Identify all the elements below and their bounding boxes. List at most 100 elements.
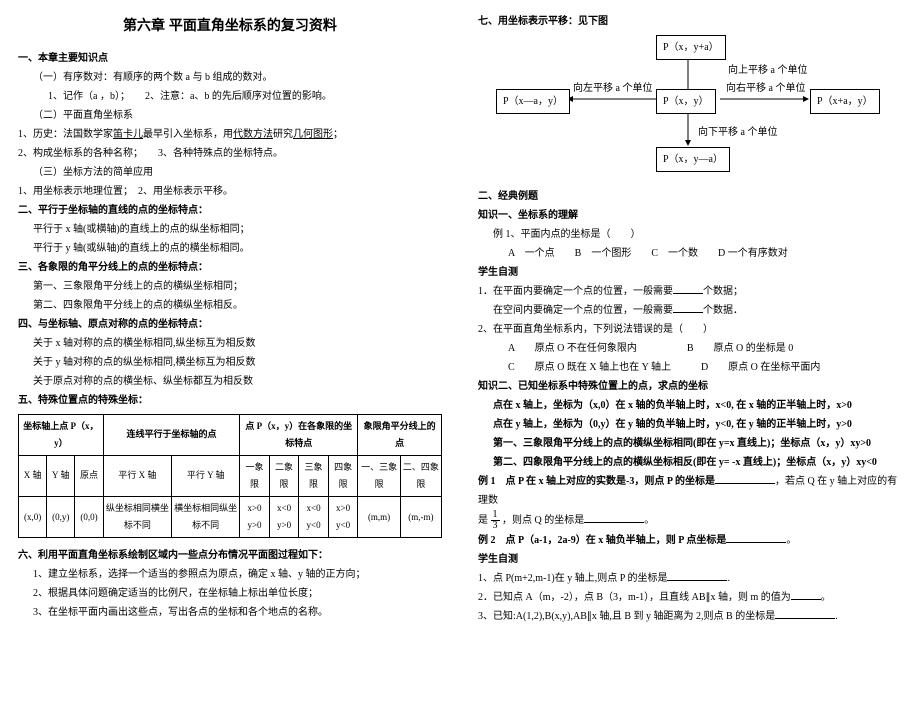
blank-field — [715, 475, 775, 484]
table-cell: x>0 y>0 — [240, 496, 270, 537]
text: 是 — [478, 515, 488, 526]
section-6-head: 六、利用平面直角坐标系绘制区域内一些点分布情况平面图过程如下： — [18, 546, 442, 565]
section-examples-head: 二、经典例题 — [478, 187, 902, 206]
text: 3、已知:A(1,2),B(x,y),AB∥x 轴,且 B 到 y 轴距离为 2… — [478, 611, 775, 622]
table-header: 点 P（x，y）在各象限的坐标特点 — [240, 414, 358, 455]
page-title: 第六章 平面直角坐标系的复习资料 — [18, 12, 442, 39]
blank-field — [667, 572, 727, 581]
point-rule-2: 点在 y 轴上，坐标为（0,y）在 y 轴的负半轴上时，y<0, 在 y 轴的正… — [478, 415, 902, 434]
self-test-2a: A 原点 O 不在任何象限内 B 原点 O 的坐标是 0 — [478, 339, 902, 358]
table-cell: Y 轴 — [47, 455, 75, 496]
table-cell: (m,-m) — [400, 496, 441, 537]
table-cell: x<0 y>0 — [269, 496, 299, 537]
knowledge-1-head: 知识一、坐标系的理解 — [478, 206, 902, 225]
table-header: 象限角平分线上的点 — [358, 414, 442, 455]
table-cell: 四象限 — [328, 455, 358, 496]
section-5-head: 五、特殊位置点的特殊坐标： — [18, 391, 442, 410]
node-top: P（x，y+a） — [656, 35, 726, 60]
example-k2-1: 例 1 点 P 在 x 轴上对应的实数是-3，则点 P 的坐标是，若点 Q 在 … — [478, 472, 902, 510]
line: （三）坐标方法的简单应用 — [18, 163, 442, 182]
example-1-options: A 一个点 B 一个图形 C 一个数 D 一个有序数对 — [478, 244, 902, 263]
underline-text: 笛卡儿 — [113, 129, 143, 140]
table-cell: 平行 Y 轴 — [172, 455, 240, 496]
table-cell: (m,m) — [358, 496, 400, 537]
table-header: 坐标轴上点 P（x，y） — [19, 414, 104, 455]
section-7-head: 七、用坐标表示平移：见下图 — [478, 12, 902, 31]
blank-field — [673, 285, 703, 294]
table-cell: x<0 y<0 — [299, 496, 329, 537]
text: 例 1 点 P 在 x 轴上对应的实数是-3，则点 P 的坐标是 — [478, 476, 715, 487]
line: 关于原点对称的点的横坐标、纵坐标都互为相反数 — [18, 372, 442, 391]
text: . — [727, 573, 730, 584]
section-2-head: 二、平行于坐标轴的直线的点的坐标特点： — [18, 201, 442, 220]
table-cell: 二象限 — [269, 455, 299, 496]
line: （一）有序数对：有顺序的两个数 a 与 b 组成的数对。 — [18, 68, 442, 87]
self-test-head: 学生自测 — [478, 263, 902, 282]
table-cell: 一、三象限 — [358, 455, 400, 496]
line: 第二、四象限角平分线上的点的横纵坐标相反。 — [18, 296, 442, 315]
table-cell: 三象限 — [299, 455, 329, 496]
translation-diagram: P（x，y+a） P（x—a，y） P（x，y） P（x+a，y） P（x，y—… — [478, 31, 898, 181]
line: 3、在坐标平面内画出这些点，写出各点的坐标和各个地点的名称。 — [18, 603, 442, 622]
section-4-head: 四、与坐标轴、原点对称的点的坐标特点： — [18, 315, 442, 334]
text: 研究 — [273, 129, 293, 140]
table-cell: (x,0) — [19, 496, 47, 537]
line: 关于 x 轴对称的点的横坐标相同,纵坐标互为相反数 — [18, 334, 442, 353]
test-item-2: 2．已知点 A（m，-2），点 B（3，m-1），且直线 AB∥x 轴，则 m … — [478, 588, 902, 607]
section-1-head: 一、本章主要知识点 — [18, 49, 442, 68]
text: ，则点 Q 的坐标是 — [502, 515, 584, 526]
text: 例 2 点 P（a-1，2a-9）在 x 轴负半轴上，则 P 点坐标是 — [478, 535, 726, 546]
example-k2-2: 例 2 点 P（a-1，2a-9）在 x 轴负半轴上，则 P 点坐标是 。 — [478, 531, 902, 550]
table-cell: 平行 X 轴 — [103, 455, 171, 496]
self-test-1: 1．在平面内要确定一个点的位置，一般需要个数据； — [478, 282, 902, 301]
blank-field — [791, 591, 821, 600]
line: 第一、三象限角平分线上的点的横纵坐标相同； — [18, 277, 442, 296]
fraction-1-over-3: 13 — [491, 510, 500, 531]
label-up: 向上平移 a 个单位 — [728, 61, 807, 80]
text: 1、点 P(m+2,m-1)在 y 轴上,则点 P 的坐标是 — [478, 573, 667, 584]
section-3-head: 三、各象限的角平分线上的点的坐标特点： — [18, 258, 442, 277]
text: 个数据． — [703, 305, 743, 316]
line: （二）平面直角坐标系 — [18, 106, 442, 125]
label-down: 向下平移 a 个单位 — [698, 123, 777, 142]
text: . — [835, 611, 838, 622]
test-item-3: 3、已知:A(1,2),B(x,y),AB∥x 轴,且 B 到 y 轴距离为 2… — [478, 607, 902, 626]
example-1: 例 1、平面内点的坐标是（ ） — [478, 225, 902, 244]
node-bottom: P（x，y—a） — [656, 147, 730, 172]
self-test-2: 2、在平面直角坐标系内，下列说法错误的是（ ） — [478, 320, 902, 339]
text: 个数据； — [703, 286, 743, 297]
line: 平行于 x 轴(或横轴)的直线上的点的纵坐标相同； — [18, 220, 442, 239]
line: 2、构成坐标系的各种名称； 3、各种特殊点的坐标特点。 — [18, 144, 442, 163]
table-cell: X 轴 — [19, 455, 47, 496]
table-cell: (0,0) — [75, 496, 104, 537]
text: 1、历史：法国数学家 — [18, 129, 113, 140]
line: 1、用坐标表示地理位置； 2、用坐标表示平移。 — [18, 182, 442, 201]
node-left: P（x—a，y） — [496, 89, 570, 114]
node-center: P（x，y） — [656, 89, 716, 114]
line: 1、记作（a ，b）； 2、注意：a、b 的先后顺序对位置的影响。 — [18, 87, 442, 106]
node-right: P（x+a，y） — [810, 89, 880, 114]
line: 1、建立坐标系，选择一个适当的参照点为原点，确定 x 轴、y 轴的正方向； — [18, 565, 442, 584]
point-rule-3: 第一、三象限角平分线上的点的横纵坐标相同(即在 y=x 直线上)；坐标点（x，y… — [478, 434, 902, 453]
left-column: 第六章 平面直角坐标系的复习资料 一、本章主要知识点 （一）有序数对：有顺序的两… — [0, 0, 460, 703]
blank-field — [673, 304, 703, 313]
text: 最早引入坐标系，用 — [143, 129, 233, 140]
self-test-1b: 在空间内要确定一个点的位置，一般需要个数据． — [478, 301, 902, 320]
point-rule-1: 点在 x 轴上，坐标为（x,0）在 x 轴的负半轴上时，x<0, 在 x 轴的正… — [478, 396, 902, 415]
text: 2．已知点 A（m，-2），点 B（3，m-1），且直线 AB∥x 轴，则 m … — [478, 592, 791, 603]
text: 。 — [821, 592, 831, 603]
blank-field — [775, 610, 835, 619]
table-header: 连线平行于坐标轴的点 — [103, 414, 239, 455]
self-test-head-2: 学生自测 — [478, 550, 902, 569]
example-k2-1b: 是 13 ，则点 Q 的坐标是。 — [478, 510, 902, 531]
table-cell: (0,y) — [47, 496, 75, 537]
line-history: 1、历史：法国数学家笛卡儿最早引入坐标系，用代数方法研究几何图形； — [18, 125, 442, 144]
underline-text: 几何图形 — [293, 129, 333, 140]
knowledge-2-head: 知识二、已知坐标系中特殊位置上的点，求点的坐标 — [478, 377, 902, 396]
line: 关于 y 轴对称的点的纵坐标相同,横坐标互为相反数 — [18, 353, 442, 372]
line: 2、根据具体问题确定适当的比例尺，在坐标轴上标出单位长度； — [18, 584, 442, 603]
text: 。 — [786, 535, 796, 546]
table-cell: 二、四象限 — [400, 455, 441, 496]
table-cell: 横坐标相同纵坐标不同 — [172, 496, 240, 537]
test-item-1: 1、点 P(m+2,m-1)在 y 轴上,则点 P 的坐标是. — [478, 569, 902, 588]
